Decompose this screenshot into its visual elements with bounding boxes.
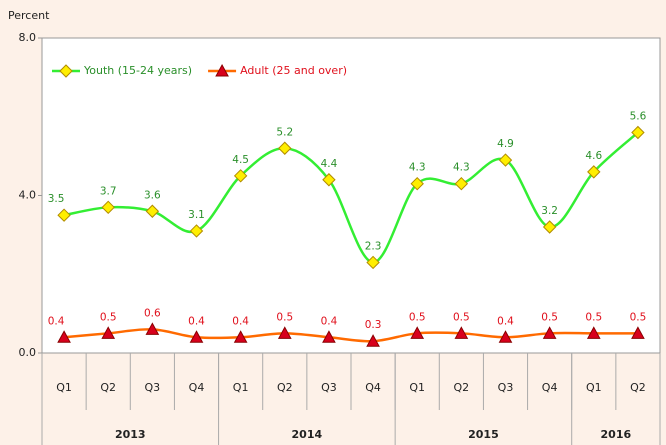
marker bbox=[145, 204, 160, 218]
data-label: 0.4 bbox=[321, 315, 338, 327]
data-label: 3.5 bbox=[48, 193, 65, 205]
data-label: 0.4 bbox=[188, 315, 205, 327]
x-tick-label: Q2 bbox=[100, 381, 116, 394]
x-tick-label: Q3 bbox=[321, 381, 337, 394]
marker bbox=[57, 330, 71, 343]
data-label: 4.4 bbox=[321, 158, 338, 170]
x-tick-label: Q1 bbox=[409, 381, 425, 394]
x-tick-label: Q3 bbox=[498, 381, 514, 394]
x-tick-label: Q3 bbox=[145, 381, 161, 394]
data-label: 4.3 bbox=[453, 162, 470, 174]
data-label: 4.3 bbox=[409, 162, 426, 174]
data-label: 3.2 bbox=[541, 205, 558, 217]
marker bbox=[542, 326, 557, 339]
marker bbox=[410, 326, 425, 339]
x-tick-label: Q4 bbox=[365, 381, 381, 394]
marker bbox=[498, 153, 513, 167]
marker bbox=[631, 125, 645, 140]
marker bbox=[145, 322, 160, 335]
data-label: 0.5 bbox=[585, 311, 602, 323]
data-label: 4.6 bbox=[585, 150, 602, 162]
group-label: 2015 bbox=[468, 428, 499, 441]
marker bbox=[410, 176, 424, 191]
data-label: 0.5 bbox=[276, 311, 293, 323]
x-tick-label: Q1 bbox=[56, 381, 72, 394]
marker bbox=[57, 208, 71, 222]
group-label: 2013 bbox=[115, 428, 146, 441]
x-tick-label: Q2 bbox=[454, 381, 470, 394]
marker bbox=[101, 326, 116, 339]
marker bbox=[278, 141, 292, 155]
y-tick-label: 0.0 bbox=[19, 346, 37, 359]
x-tick-label: Q4 bbox=[542, 381, 558, 394]
data-label: 0.4 bbox=[497, 315, 514, 327]
data-label: 5.6 bbox=[630, 111, 647, 123]
data-label: 0.4 bbox=[232, 315, 249, 327]
marker bbox=[498, 330, 513, 343]
line bbox=[63, 131, 639, 264]
y-tick-label: 8.0 bbox=[19, 31, 37, 44]
data-label: 0.6 bbox=[144, 307, 161, 319]
data-label: 2.3 bbox=[365, 240, 382, 252]
marker bbox=[101, 200, 115, 215]
data-label: 3.6 bbox=[144, 189, 161, 201]
data-label: 4.9 bbox=[497, 138, 514, 150]
x-tick-label: Q2 bbox=[630, 381, 646, 394]
data-label: 0.5 bbox=[409, 311, 426, 323]
data-label: 0.5 bbox=[453, 311, 470, 323]
legend-label: Youth (15-24 years) bbox=[83, 64, 192, 77]
data-label: 4.5 bbox=[232, 154, 249, 166]
x-tick-label: Q2 bbox=[277, 381, 293, 394]
marker bbox=[366, 334, 380, 347]
x-tick-label: Q1 bbox=[586, 381, 602, 394]
marker bbox=[233, 169, 248, 183]
legend-label: Adult (25 and over) bbox=[240, 64, 347, 77]
marker bbox=[586, 326, 601, 339]
x-tick-label: Q4 bbox=[189, 381, 205, 394]
data-label: 3.1 bbox=[188, 209, 205, 221]
data-label: 0.5 bbox=[100, 311, 117, 323]
data-label: 0.5 bbox=[630, 311, 647, 323]
x-tick-label: Q1 bbox=[233, 381, 249, 394]
y-axis-label: Percent bbox=[8, 9, 50, 22]
marker bbox=[631, 326, 645, 339]
marker bbox=[454, 326, 469, 339]
legend-marker bbox=[215, 63, 229, 77]
data-label: 0.3 bbox=[365, 319, 382, 331]
data-label: 5.2 bbox=[276, 126, 293, 138]
marker bbox=[542, 220, 557, 234]
marker bbox=[277, 326, 292, 339]
group-label: 2016 bbox=[601, 428, 632, 441]
marker bbox=[454, 176, 469, 191]
data-label: 0.4 bbox=[48, 315, 65, 327]
marker bbox=[189, 330, 204, 343]
plot-area bbox=[41, 37, 661, 354]
marker bbox=[233, 330, 248, 343]
marker bbox=[189, 224, 204, 238]
data-label: 0.5 bbox=[541, 311, 558, 323]
legend-marker bbox=[59, 64, 73, 78]
group-label: 2014 bbox=[292, 428, 323, 441]
marker bbox=[587, 165, 601, 179]
marker bbox=[322, 173, 336, 187]
y-tick-label: 4.0 bbox=[19, 189, 37, 202]
marker bbox=[322, 330, 336, 343]
data-label: 3.7 bbox=[100, 185, 117, 197]
marker bbox=[366, 255, 380, 270]
